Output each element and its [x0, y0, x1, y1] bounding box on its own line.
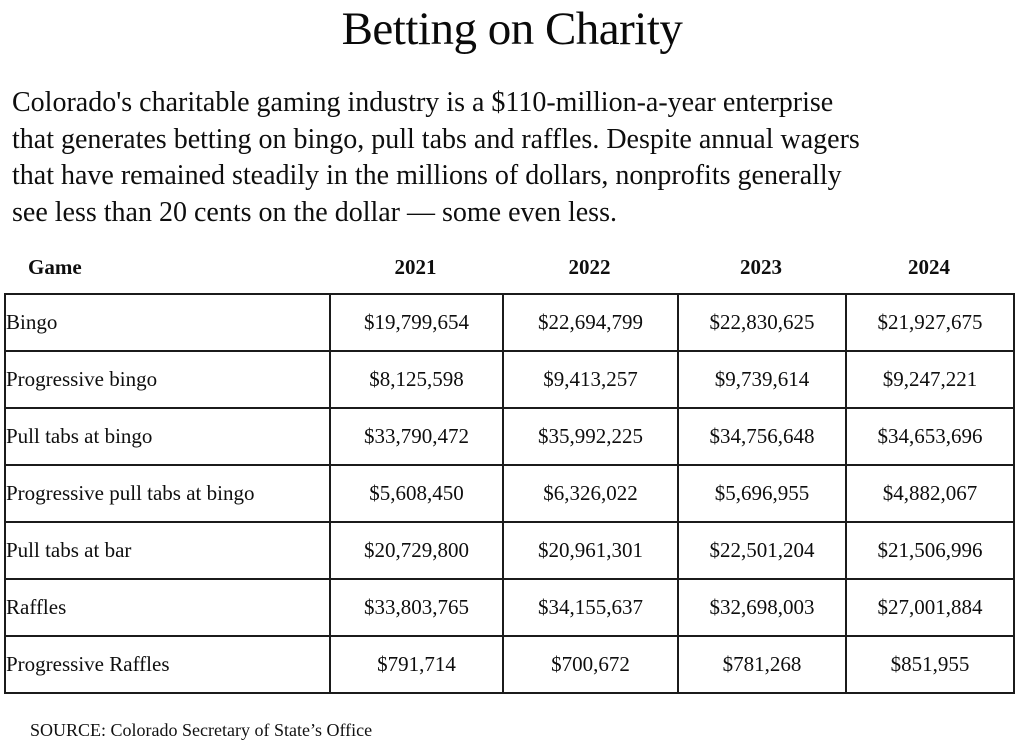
wager-value-cell: $851,955 [845, 635, 1015, 694]
game-name-cell: Bingo [4, 293, 331, 352]
wager-value-cell: $9,413,257 [502, 350, 679, 409]
column-header-year: 2024 [908, 255, 950, 279]
wager-value-cell: $19,799,654 [329, 293, 504, 352]
wager-value-cell: $35,992,225 [502, 407, 679, 466]
wager-value-cell: $4,882,067 [845, 464, 1015, 523]
wager-value-cell: $700,672 [502, 635, 679, 694]
game-name-cell: Progressive bingo [4, 350, 331, 409]
wager-value-cell: $791,714 [329, 635, 504, 694]
wager-value-cell: $5,608,450 [329, 464, 504, 523]
game-name-cell: Pull tabs at bingo [4, 407, 331, 466]
wager-value-cell: $9,739,614 [677, 350, 847, 409]
wager-value-cell: $34,653,696 [845, 407, 1015, 466]
game-name-cell: Progressive pull tabs at bingo [4, 464, 331, 523]
table-row: Pull tabs at bar $20,729,800 $20,961,301 $2… [4, 521, 1015, 580]
wager-value-cell: $32,698,003 [677, 578, 847, 637]
table-body: Bingo $19,799,654 $22,694,799 $22,830,625 $2… [4, 293, 1015, 694]
wager-value-cell: $21,927,675 [845, 293, 1015, 352]
intro-line: see less than 20 cents on the dollar — s… [12, 196, 617, 228]
wager-value-cell: $9,247,221 [845, 350, 1015, 409]
table-row: Progressive bingo $8,125,598 $9,413,257 $9,… [4, 350, 1015, 409]
game-name-cell: Pull tabs at bar [4, 521, 331, 580]
wager-value-cell: $27,001,884 [845, 578, 1015, 637]
wager-value-cell: $34,756,648 [677, 407, 847, 466]
wager-value-cell: $34,155,637 [502, 578, 679, 637]
intro-paragraph: Colorado's charitable gaming industry is… [12, 85, 1014, 231]
column-header-game: Game [28, 255, 82, 279]
wager-value-cell: $5,696,955 [677, 464, 847, 523]
column-header-year: 2022 [568, 255, 611, 279]
wager-value-cell: $22,830,625 [677, 293, 847, 352]
page-title: Betting on Charity [341, 3, 683, 55]
wager-value-cell: $781,268 [677, 635, 847, 694]
table-row: Pull tabs at bingo $33,790,472 $35,992,225… [4, 407, 1015, 466]
source-note: SOURCE: Colorado Secretary of State’s Of… [30, 720, 373, 740]
intro-line: Colorado's charitable gaming industry is… [12, 87, 834, 118]
wager-value-cell: $22,501,204 [677, 521, 847, 580]
wager-value-cell: $22,694,799 [502, 293, 679, 352]
wager-value-cell: $8,125,598 [329, 350, 504, 409]
column-header-year: 2021 [394, 255, 437, 279]
table-row: Progressive Raffles $791,714 $700,672 $781,… [4, 635, 1015, 694]
data-table: Bingo $19,799,654 $22,694,799 $22,830,625 $2… [4, 293, 1015, 694]
wager-value-cell: $6,326,022 [502, 464, 679, 523]
intro-line: that generates betting on bingo, pull ta… [12, 123, 860, 155]
table-row: Progressive pull tabs at bingo $5,608,450… [4, 464, 1015, 523]
wager-value-cell: $20,729,800 [329, 521, 504, 580]
table-row: Bingo $19,799,654 $22,694,799 $22,830,625 $2… [4, 293, 1015, 352]
table-row: Raffles $33,803,765 $34,155,637 $32,698,003… [4, 578, 1015, 637]
wagers-table: Game 2021 2022 2023 2024 Bingo $19,799,654 $22… [4, 255, 1015, 694]
intro-line: that have remained steadily in the milli… [12, 160, 842, 191]
column-header-year: 2023 [740, 255, 782, 279]
game-name-cell: Progressive Raffles [4, 635, 331, 694]
wager-value-cell: $33,803,765 [329, 578, 504, 637]
table-header-row: Game 2021 2022 2023 2024 [4, 255, 1013, 280]
wager-value-cell: $33,790,472 [329, 407, 504, 466]
wager-value-cell: $21,506,996 [845, 521, 1015, 580]
wager-value-cell: $20,961,301 [502, 521, 679, 580]
game-name-cell: Raffles [4, 578, 331, 637]
